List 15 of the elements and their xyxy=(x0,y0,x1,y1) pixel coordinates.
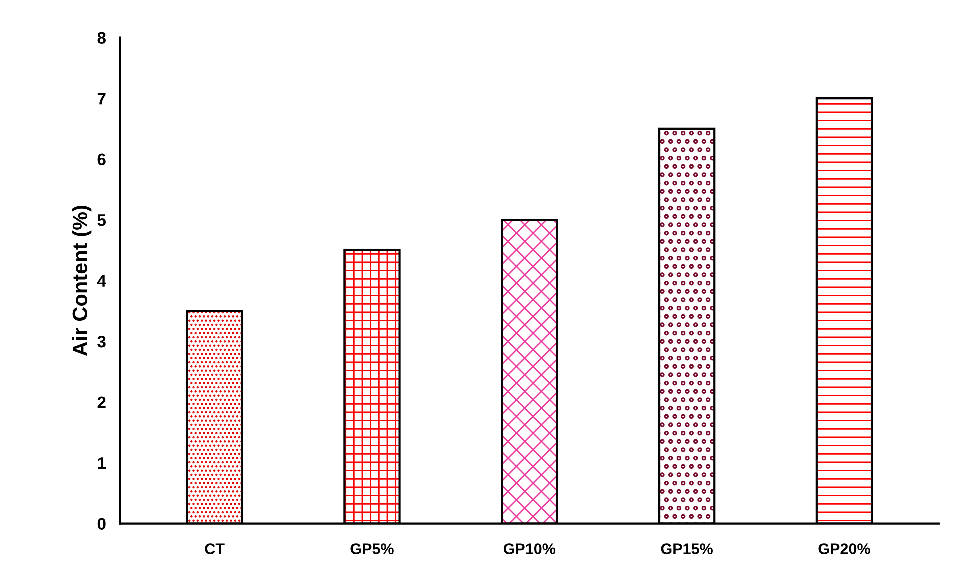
x-tick-label: GP10% xyxy=(504,544,556,554)
y-tick-label: 8 xyxy=(98,32,106,44)
x-tick-label: CT xyxy=(205,544,225,554)
y-tick-label: 6 xyxy=(98,154,106,166)
y-tick-label: 3 xyxy=(98,336,106,348)
y-tick-label: 0 xyxy=(98,518,106,530)
y-tick-label: 7 xyxy=(98,93,106,105)
y-tick-label: 4 xyxy=(97,275,106,287)
y-axis-title: Air Content (%) xyxy=(72,206,92,356)
x-tick-label: GP20% xyxy=(818,544,870,554)
y-tick-label: 2 xyxy=(98,396,106,408)
y-tick-label: 5 xyxy=(98,214,106,226)
x-tick-label: GP5% xyxy=(350,544,394,554)
x-tick-label: GP15% xyxy=(661,544,713,554)
y-tick-label: 1 xyxy=(98,458,106,470)
